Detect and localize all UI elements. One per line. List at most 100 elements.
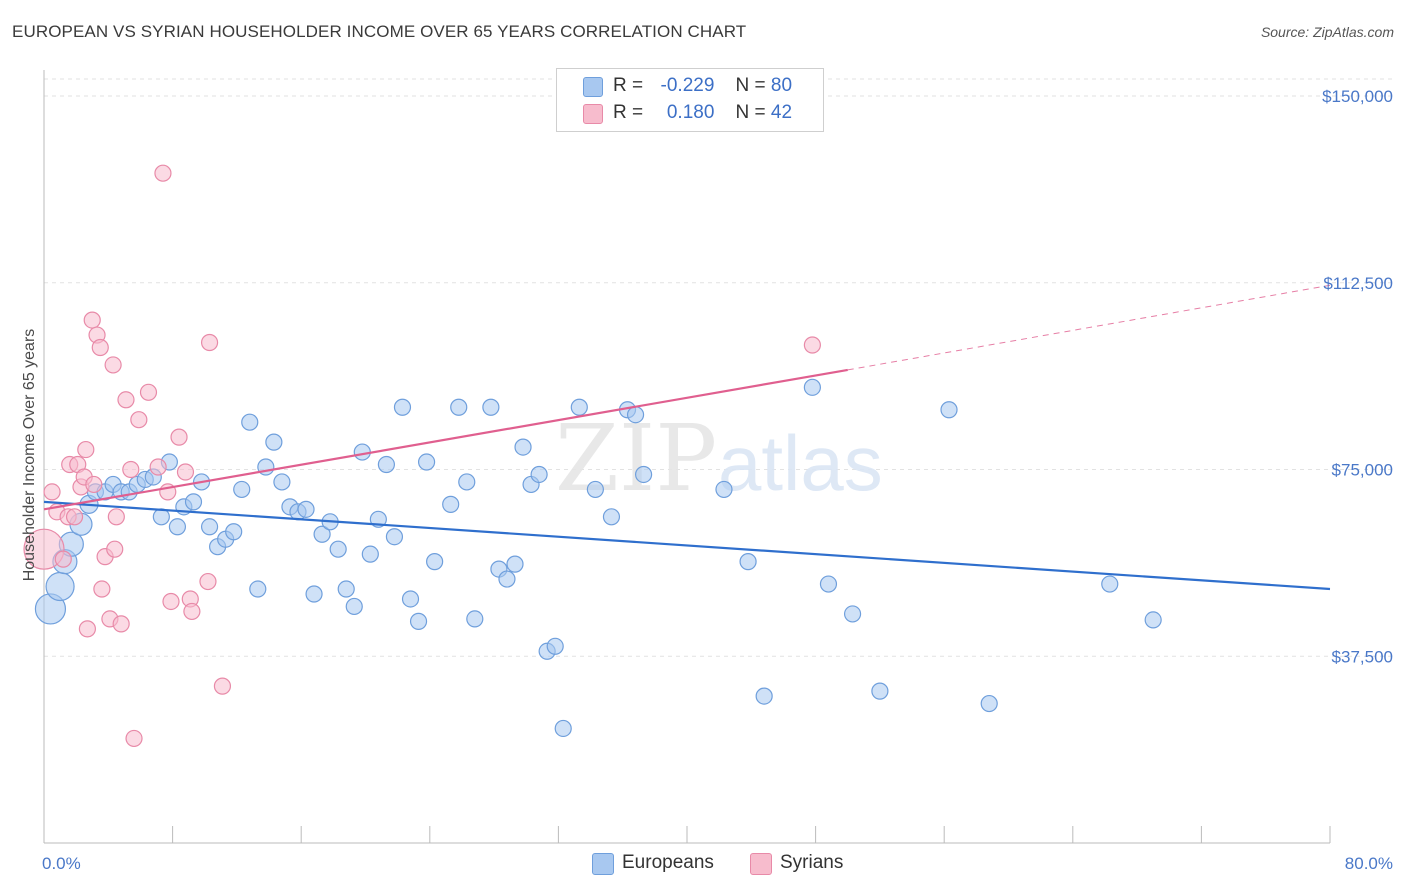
europeans-point-52 (466, 610, 484, 628)
europeans-point-43 (385, 528, 404, 546)
europeans-point-79 (1144, 611, 1162, 629)
europeans-point-40 (361, 545, 379, 563)
syrians-point-12 (83, 311, 101, 329)
syrians-point-27 (139, 383, 158, 401)
syrians-point-1 (43, 483, 61, 501)
europeans-point-33 (305, 585, 323, 603)
europeans-point-45 (401, 590, 420, 608)
europeans-point-59 (530, 465, 548, 484)
syrians-point-24 (122, 460, 140, 479)
europeans-point-57 (514, 438, 532, 456)
bottom-syrians-swatch (750, 853, 772, 875)
europeans-point-46 (409, 612, 428, 630)
europeans-swatch (583, 77, 603, 97)
europeans-point-20 (200, 518, 219, 536)
europeans-point-32 (297, 500, 315, 518)
syrians-point-16 (93, 580, 111, 598)
europeans-point-67 (626, 406, 645, 424)
europeans-point-29 (273, 473, 291, 491)
syrians-trend-line (43, 368, 848, 511)
europeans-point-34 (313, 525, 331, 543)
europeans-point-37 (337, 580, 355, 598)
syrians-swatch (583, 104, 603, 124)
europeans-point-51 (458, 473, 476, 491)
europeans-point-42 (377, 455, 395, 474)
europeans-point-76 (940, 401, 958, 419)
europeans-point-72 (803, 378, 821, 396)
syrians-trend-extension (847, 284, 1331, 371)
watermark: ZIP atlas (555, 405, 883, 512)
watermark-atlas: atlas (718, 419, 883, 507)
syrians-point-3 (54, 550, 72, 568)
y-axis-label: Householder Income Over 65 years (21, 329, 38, 582)
syrians-n-label: N = (735, 102, 766, 123)
tick-labels: $37,500 $75,000 $112,500 $150,000 0.0% 80.0% (42, 87, 1393, 873)
syrians-n-value: 42 (770, 102, 793, 123)
syrians-point-22 (112, 615, 130, 633)
legend-stats: R = -0.229 N = 80 R = 0.180 N = 42 (556, 68, 824, 132)
europeans-point-71 (755, 687, 773, 705)
syrians-point-0 (23, 528, 65, 570)
europeans-point-69 (715, 480, 733, 499)
syrians-point-6 (65, 508, 84, 526)
bottom-europeans-label: Europeans (622, 852, 714, 873)
grid-lines (44, 78, 1395, 657)
europeans-point-1 (45, 571, 75, 602)
syrians-point-21 (107, 508, 125, 526)
syrians-point-11 (78, 620, 97, 638)
europeans-point-62 (554, 719, 572, 738)
x-tick-label-0: 0.0% (42, 854, 81, 873)
europeans-point-44 (393, 398, 412, 416)
syrians-r-value: 0.180 (666, 102, 715, 123)
y-tick-label-3: $150,000 (1322, 87, 1393, 106)
europeans-point-49 (442, 495, 460, 513)
syrians-point-13 (85, 475, 103, 494)
europeans-point-56 (506, 555, 524, 573)
europeans-point-26 (249, 580, 267, 598)
europeans-point-25 (241, 413, 259, 431)
europeans-point-18 (184, 493, 203, 511)
europeans-point-74 (843, 605, 862, 623)
europeans-point-28 (265, 433, 283, 451)
syrians-point-33 (176, 463, 195, 481)
europeans-point-50 (450, 398, 468, 416)
europeans-point-64 (586, 480, 604, 499)
series-europeans (34, 378, 1162, 738)
europeans-point-73 (819, 575, 838, 593)
europeans-point-16 (168, 518, 187, 536)
syrians-point-26 (130, 411, 148, 429)
europeans-point-53 (482, 398, 500, 416)
bottom-syrians-label: Syrians (780, 852, 844, 873)
axes (43, 70, 1331, 844)
europeans-point-68 (634, 465, 653, 484)
europeans-point-55 (498, 570, 516, 588)
syrians-point-10 (77, 440, 95, 459)
source-label: Source: ZipAtlas.com (1260, 24, 1394, 40)
syrians-point-35 (183, 602, 201, 621)
trend-lines (43, 284, 1331, 591)
syrians-point-20 (106, 540, 124, 558)
europeans-point-75 (871, 682, 889, 700)
syrians-point-38 (213, 677, 232, 695)
europeans-r-value: -0.229 (660, 75, 715, 96)
chart-title: EUROPEAN VS SYRIAN HOUSEHOLDER INCOME OV… (12, 22, 747, 41)
syrians-point-19 (104, 356, 122, 374)
bottom-europeans-swatch (592, 853, 614, 875)
europeans-point-78 (1101, 575, 1119, 593)
syrians-point-36 (199, 572, 217, 591)
europeans-point-38 (345, 597, 363, 616)
europeans-point-77 (980, 694, 998, 713)
syrians-point-39 (803, 336, 821, 354)
europeans-trend-line (43, 500, 1331, 591)
europeans-point-24 (233, 480, 251, 499)
syrians-r-label: R = (613, 102, 644, 123)
europeans-point-23 (225, 523, 243, 541)
europeans-point-61 (546, 637, 564, 655)
bottom-legend: Europeans Syrians (0, 852, 1406, 878)
europeans-point-65 (602, 508, 621, 526)
series-syrians (23, 164, 821, 748)
europeans-point-70 (739, 553, 757, 571)
europeans-point-48 (426, 553, 444, 571)
europeans-n-label: N = (735, 75, 766, 96)
